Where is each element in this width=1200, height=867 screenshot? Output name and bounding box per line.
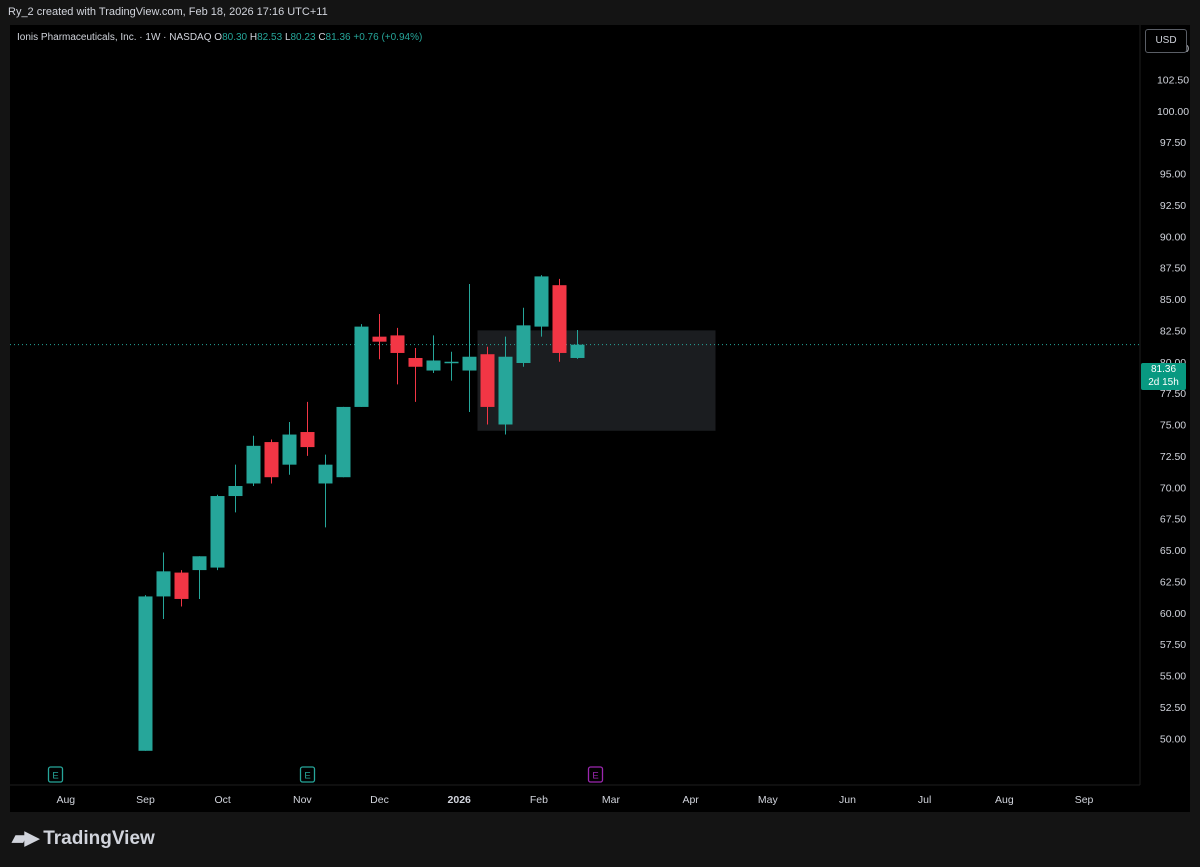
x-tick-label: Jun (839, 794, 856, 806)
earnings-marker (587, 766, 604, 783)
y-tick-label: 95.00 (1160, 169, 1186, 181)
candle-body (372, 336, 387, 342)
last-price-tag: 81.36 2d 15h (1141, 363, 1186, 390)
candle-body (228, 485, 243, 497)
y-tick-label: 82.50 (1160, 325, 1186, 337)
candle-body (300, 432, 315, 448)
earnings-marker (299, 766, 316, 783)
y-tick-label: 92.50 (1160, 200, 1186, 212)
earnings-marker-label: E (304, 771, 310, 782)
candle-body (552, 285, 567, 353)
candle-body (336, 406, 351, 478)
candle-body (174, 572, 189, 599)
tradingview-logo-icon: ▰▶ (12, 828, 39, 849)
currency-button[interactable]: USD (1145, 29, 1187, 53)
earnings-marker (47, 766, 64, 783)
x-tick-label: Jul (918, 794, 931, 806)
candle-body (444, 361, 459, 364)
candle-body (210, 496, 225, 568)
x-tick-label: Apr (682, 794, 699, 806)
x-tick-label: 2026 (448, 794, 472, 806)
close-value: 81.36 (325, 32, 351, 43)
last-price-value: 81.36 (1150, 364, 1177, 375)
candle-body (354, 326, 369, 407)
candle-body (246, 445, 261, 484)
y-tick-label: 52.50 (1160, 702, 1186, 714)
candle-body (498, 356, 513, 425)
x-tick-label: Nov (293, 794, 312, 806)
candle-body (192, 556, 207, 571)
x-tick-label: Dec (370, 794, 389, 806)
low-value: 80.23 (290, 32, 316, 43)
candle-body (156, 571, 171, 597)
candle-body (138, 596, 153, 751)
x-tick-label: Sep (136, 794, 155, 806)
x-tick-label: Aug (56, 794, 75, 806)
earnings-marker-label: E (592, 771, 598, 782)
price-chart[interactable]: 105.00102.50100.0097.5095.0092.5090.0087… (10, 25, 1190, 812)
high-label: H (249, 32, 258, 43)
x-tick-label: Sep (1075, 794, 1094, 806)
y-tick-label: 87.50 (1160, 263, 1186, 275)
y-tick-label: 100.00 (1157, 106, 1189, 118)
y-tick-label: 90.00 (1160, 231, 1186, 243)
y-tick-label: 62.50 (1160, 576, 1186, 588)
chart-caption: Ry_2 created with TradingView.com, Feb 1… (8, 6, 328, 18)
symbol-legend[interactable]: Ionis Pharmaceuticals, Inc. · 1W · NASDA… (17, 32, 422, 43)
range-box (477, 330, 716, 431)
candle-body (408, 357, 423, 367)
y-tick-label: 57.50 (1160, 639, 1186, 651)
bar-countdown: 2d 15h (1148, 377, 1179, 388)
candle-body (516, 325, 531, 364)
y-tick-label: 55.00 (1160, 671, 1186, 683)
x-tick-label: Mar (602, 794, 621, 806)
y-tick-label: 50.00 (1160, 733, 1186, 745)
y-tick-label: 67.50 (1160, 514, 1186, 526)
y-tick-label: 75.00 (1160, 420, 1186, 432)
candle-body (390, 335, 405, 353)
y-tick-label: 85.00 (1160, 294, 1186, 306)
y-tick-label: 72.50 (1160, 451, 1186, 463)
x-tick-label: Feb (530, 794, 548, 806)
open-value: 80.30 (222, 32, 248, 43)
earnings-marker-label: E (52, 771, 58, 782)
candle-body (282, 434, 297, 465)
candle-body (480, 354, 495, 407)
x-tick-label: Aug (995, 794, 1014, 806)
change-value: +0.76 (+0.94%) (353, 32, 423, 43)
y-tick-label: 97.50 (1160, 137, 1186, 149)
x-tick-label: Oct (214, 794, 230, 806)
y-tick-label: 102.50 (1157, 74, 1189, 86)
candle-body (426, 360, 441, 371)
high-value: 82.53 (257, 32, 283, 43)
tradingview-logo[interactable]: ▰▶ TradingView (12, 827, 155, 850)
candle-body (318, 464, 333, 484)
brand-name: TradingView (43, 827, 155, 849)
open-label: O (214, 32, 223, 43)
chart-frame[interactable]: 105.00102.50100.0097.5095.0092.5090.0087… (10, 25, 1190, 812)
candle-body (534, 276, 549, 327)
symbol-title: Ionis Pharmaceuticals, Inc. · 1W · NASDA… (17, 32, 212, 43)
y-tick-label: 60.00 (1160, 608, 1186, 620)
y-tick-label: 70.00 (1160, 482, 1186, 494)
low-label: L (284, 32, 291, 43)
y-tick-label: 65.00 (1160, 545, 1186, 557)
candle-body (264, 442, 279, 478)
candle-body (462, 356, 477, 371)
x-tick-label: May (758, 794, 779, 806)
candle-body (570, 344, 585, 358)
y-tick-label: 77.50 (1160, 388, 1186, 400)
close-label: C (318, 32, 326, 43)
